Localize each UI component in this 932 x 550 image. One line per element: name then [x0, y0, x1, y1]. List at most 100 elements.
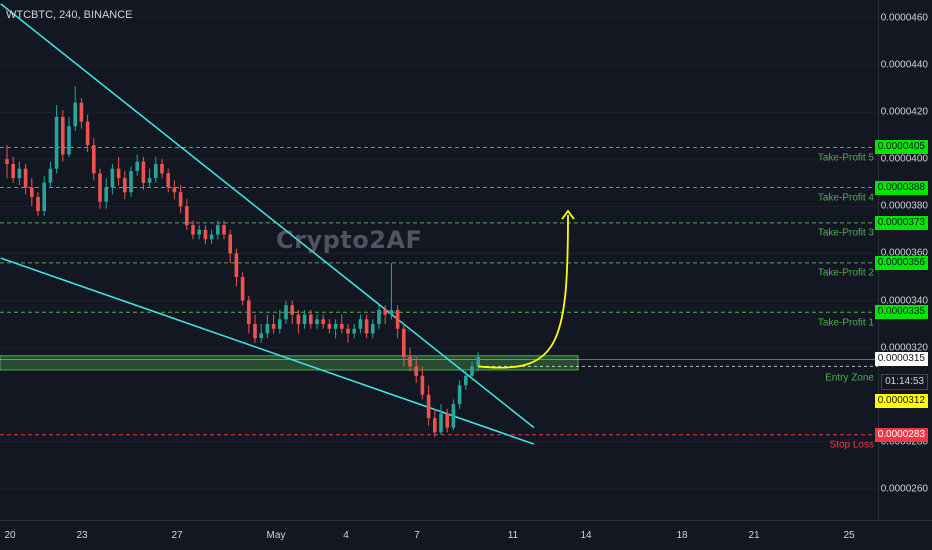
- last-price-badge: 0.0000315: [874, 352, 928, 367]
- candle-body: [377, 309, 381, 325]
- candle-body: [178, 192, 183, 207]
- level-label: Take-Profit 3: [817, 227, 874, 239]
- price-tick-label: 0.0000400: [880, 153, 928, 165]
- candle-body: [5, 159, 9, 164]
- candle-body: [302, 314, 307, 325]
- candle-body: [116, 168, 121, 179]
- candle-body: [48, 168, 53, 183]
- level-label: Take-Profit 5: [817, 152, 874, 164]
- level-label: Take-Profit 1: [817, 317, 874, 329]
- candle-body: [197, 229, 201, 235]
- price-grid: [0, 17, 878, 490]
- level-price-badge: 0.0000335: [874, 305, 928, 320]
- price-tick-label: 0.0000320: [880, 342, 928, 354]
- candle-body: [147, 178, 152, 183]
- time-tick-label: 11: [507, 530, 519, 541]
- candle-body: [36, 196, 40, 212]
- candle-body: [191, 225, 195, 235]
- time-tick-label: 21: [748, 530, 760, 541]
- candle-body: [290, 305, 294, 315]
- price-tick-label: 0.0000420: [880, 106, 928, 118]
- watermark: Crypto2AF: [276, 226, 423, 254]
- level-label: Take-Profit 4: [817, 192, 874, 204]
- candle-body: [265, 324, 270, 334]
- candle-body: [271, 324, 276, 329]
- candle-body: [172, 187, 177, 193]
- level-price-badge: 0.0000283: [874, 427, 928, 442]
- time-tick-label: 25: [843, 530, 855, 541]
- candle-body: [284, 305, 288, 320]
- candle-body: [371, 324, 375, 334]
- candle-body: [54, 116, 59, 169]
- level-label: Entry Zone: [825, 372, 874, 384]
- candle-body: [185, 206, 189, 226]
- candle-body: [296, 314, 301, 325]
- candle-body: [110, 168, 115, 188]
- candle-body: [79, 102, 84, 122]
- projection-arrowhead: [561, 209, 575, 220]
- time-tick-label: 7: [414, 530, 420, 541]
- candle-body: [160, 163, 164, 174]
- candle-body: [67, 126, 71, 155]
- trade-levels: [0, 146, 878, 436]
- candle-body: [154, 163, 158, 179]
- trendline-lower: [0, 257, 535, 445]
- candle-body: [439, 413, 443, 433]
- candle-body: [346, 328, 350, 334]
- time-tick-label: 20: [4, 530, 16, 541]
- candle-body: [420, 375, 425, 395]
- candle-body: [426, 394, 431, 419]
- candle-body: [135, 161, 139, 172]
- candle-body: [457, 385, 462, 405]
- candle-body: [30, 187, 34, 197]
- level-label: Take-Profit 2: [817, 267, 874, 279]
- candle-body: [234, 253, 239, 277]
- candle-body: [240, 276, 245, 301]
- candle-body: [247, 300, 251, 325]
- time-axis-divider: [0, 520, 932, 521]
- current-price-badge: 0.0000312: [874, 393, 928, 408]
- candle-body: [166, 173, 170, 188]
- candle-body: [451, 404, 456, 428]
- entry-zone: [0, 355, 878, 371]
- level-label: Stop Loss: [829, 439, 874, 451]
- level-price-badge: 0.0000405: [874, 140, 928, 155]
- time-tick-label: May: [266, 530, 286, 541]
- candle-body: [216, 225, 220, 235]
- candle-body: [445, 413, 449, 428]
- candle-body: [327, 324, 332, 329]
- candle-body: [309, 314, 313, 325]
- candle-body: [42, 182, 46, 212]
- candle-body: [464, 375, 468, 386]
- price-tick-label: 0.0000280: [880, 436, 928, 448]
- time-tick-label: 27: [171, 530, 183, 541]
- candle-body: [340, 324, 344, 329]
- candle-body: [476, 357, 480, 367]
- countdown-badge: 01:14:53: [881, 373, 928, 390]
- candle-body: [23, 168, 28, 188]
- candle-body: [85, 121, 90, 146]
- price-tick-label: 0.0000460: [880, 12, 928, 24]
- candle-body: [92, 145, 96, 174]
- level-price-badge: 0.0000388: [874, 180, 928, 195]
- level-price-badge: 0.0000356: [874, 255, 928, 270]
- time-tick-label: 4: [343, 530, 349, 541]
- candle-body: [123, 178, 127, 193]
- price-tick-label: 0.0000340: [880, 295, 928, 306]
- level-price-badge: 0.0000373: [874, 215, 928, 230]
- candle-body: [358, 319, 363, 329]
- candle-body: [61, 116, 65, 155]
- candle-body: [104, 187, 108, 202]
- candle-body: [141, 161, 146, 183]
- candle-body: [98, 173, 102, 202]
- candle-body: [333, 324, 338, 329]
- candle-body: [278, 319, 282, 329]
- price-tick-label: 0.0000440: [880, 59, 928, 71]
- candle-body: [209, 234, 214, 240]
- candle-body: [222, 225, 226, 235]
- projection-arrow: [478, 209, 575, 369]
- candle-body: [259, 333, 263, 339]
- time-tick-label: 23: [76, 530, 88, 541]
- time-tick-label: 14: [580, 530, 592, 541]
